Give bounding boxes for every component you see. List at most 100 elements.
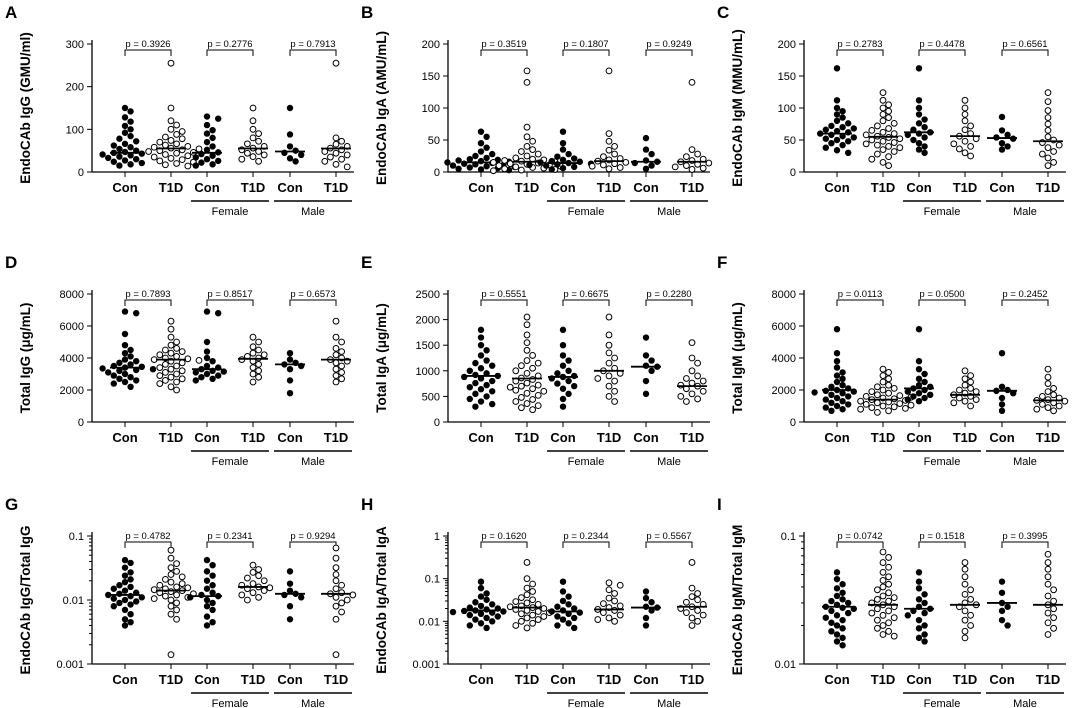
data-point bbox=[833, 585, 841, 592]
data-point bbox=[255, 361, 263, 368]
data-point bbox=[523, 591, 531, 599]
data-point bbox=[209, 589, 216, 596]
group-label: Female bbox=[212, 698, 249, 708]
data-point bbox=[874, 399, 881, 407]
x-tick-label: T1D bbox=[953, 672, 978, 687]
data-point bbox=[472, 371, 479, 379]
data-point bbox=[896, 392, 904, 400]
p-value-bracket bbox=[124, 299, 172, 306]
data-point bbox=[156, 380, 164, 388]
data-point bbox=[839, 625, 846, 632]
data-point bbox=[127, 374, 134, 381]
data-point bbox=[255, 157, 263, 165]
data-point bbox=[162, 361, 169, 368]
data-point bbox=[167, 325, 175, 333]
data-point bbox=[167, 373, 175, 381]
data-point bbox=[885, 369, 892, 376]
data-point bbox=[483, 393, 490, 400]
panel-letter: G bbox=[5, 495, 18, 514]
data-point bbox=[506, 160, 514, 168]
data-point bbox=[828, 407, 835, 414]
data-point bbox=[998, 578, 1006, 585]
data-point bbox=[683, 153, 690, 161]
data-point bbox=[518, 362, 525, 370]
data-point bbox=[688, 622, 696, 629]
p-value-label: p = 0.3519 bbox=[481, 39, 526, 50]
p-value-bracket bbox=[836, 299, 884, 306]
x-tick-label: Con bbox=[824, 180, 849, 195]
data-point bbox=[605, 359, 613, 367]
data-point bbox=[298, 151, 305, 159]
data-point bbox=[961, 381, 969, 389]
data-point bbox=[688, 614, 696, 622]
data-point bbox=[167, 578, 175, 586]
x-tick-label: T1D bbox=[680, 430, 705, 445]
data-point bbox=[611, 150, 618, 158]
data-point bbox=[642, 134, 650, 142]
data-point bbox=[255, 572, 263, 580]
data-point bbox=[879, 378, 887, 386]
data-point bbox=[127, 383, 134, 390]
data-point bbox=[554, 613, 561, 620]
data-point bbox=[203, 622, 211, 629]
data-point bbox=[885, 143, 892, 150]
data-point bbox=[121, 564, 129, 571]
data-point bbox=[921, 116, 928, 123]
data-point bbox=[466, 611, 473, 619]
data-point bbox=[209, 358, 216, 365]
data-point bbox=[839, 390, 846, 397]
data-point bbox=[694, 617, 701, 625]
data-point bbox=[885, 107, 892, 115]
data-point bbox=[477, 620, 485, 627]
data-point bbox=[868, 609, 876, 617]
data-point bbox=[967, 595, 974, 603]
data-point bbox=[879, 137, 887, 145]
data-point bbox=[694, 607, 701, 614]
x-tick-label: T1D bbox=[597, 672, 622, 687]
x-tick-label: Con bbox=[112, 672, 137, 687]
p-value-label: p = 0.9249 bbox=[646, 39, 691, 50]
data-point bbox=[501, 165, 509, 173]
data-point bbox=[203, 362, 211, 370]
data-point bbox=[466, 395, 473, 403]
data-point bbox=[523, 575, 531, 583]
data-point bbox=[523, 599, 531, 607]
data-point bbox=[677, 393, 685, 400]
p-value-label: p = 0.2776 bbox=[207, 39, 252, 50]
data-point bbox=[203, 596, 211, 604]
data-point bbox=[921, 638, 928, 645]
data-point bbox=[489, 618, 496, 625]
data-point bbox=[885, 607, 892, 615]
data-point bbox=[249, 378, 257, 386]
data-point bbox=[961, 96, 969, 104]
data-point bbox=[178, 367, 186, 375]
data-point bbox=[167, 610, 175, 618]
p-value-label: p = 0.7913 bbox=[290, 39, 335, 50]
x-tick-label: T1D bbox=[159, 430, 184, 445]
data-point bbox=[559, 385, 567, 392]
data-point bbox=[187, 594, 194, 601]
data-point bbox=[523, 614, 531, 622]
data-point bbox=[110, 595, 118, 602]
data-point bbox=[648, 599, 655, 606]
data-point bbox=[173, 131, 181, 138]
group-label: Male bbox=[301, 206, 325, 218]
data-point bbox=[167, 602, 175, 610]
data-point bbox=[642, 614, 650, 622]
p-value-bracket bbox=[1001, 299, 1049, 306]
y-tick-label: 100 bbox=[422, 103, 440, 115]
data-point bbox=[121, 587, 129, 594]
y-axis-label: EndoCAb IgA (AMU/mL) bbox=[374, 31, 389, 185]
x-tick-label: Con bbox=[550, 180, 575, 195]
data-point bbox=[534, 600, 542, 608]
data-point bbox=[844, 609, 852, 617]
data-point bbox=[671, 163, 679, 171]
data-point bbox=[559, 588, 567, 595]
data-point bbox=[879, 104, 887, 112]
data-point bbox=[868, 136, 876, 144]
data-point bbox=[477, 334, 485, 341]
data-point bbox=[116, 162, 123, 169]
p-value-bracket bbox=[645, 49, 693, 56]
data-point bbox=[220, 368, 228, 375]
